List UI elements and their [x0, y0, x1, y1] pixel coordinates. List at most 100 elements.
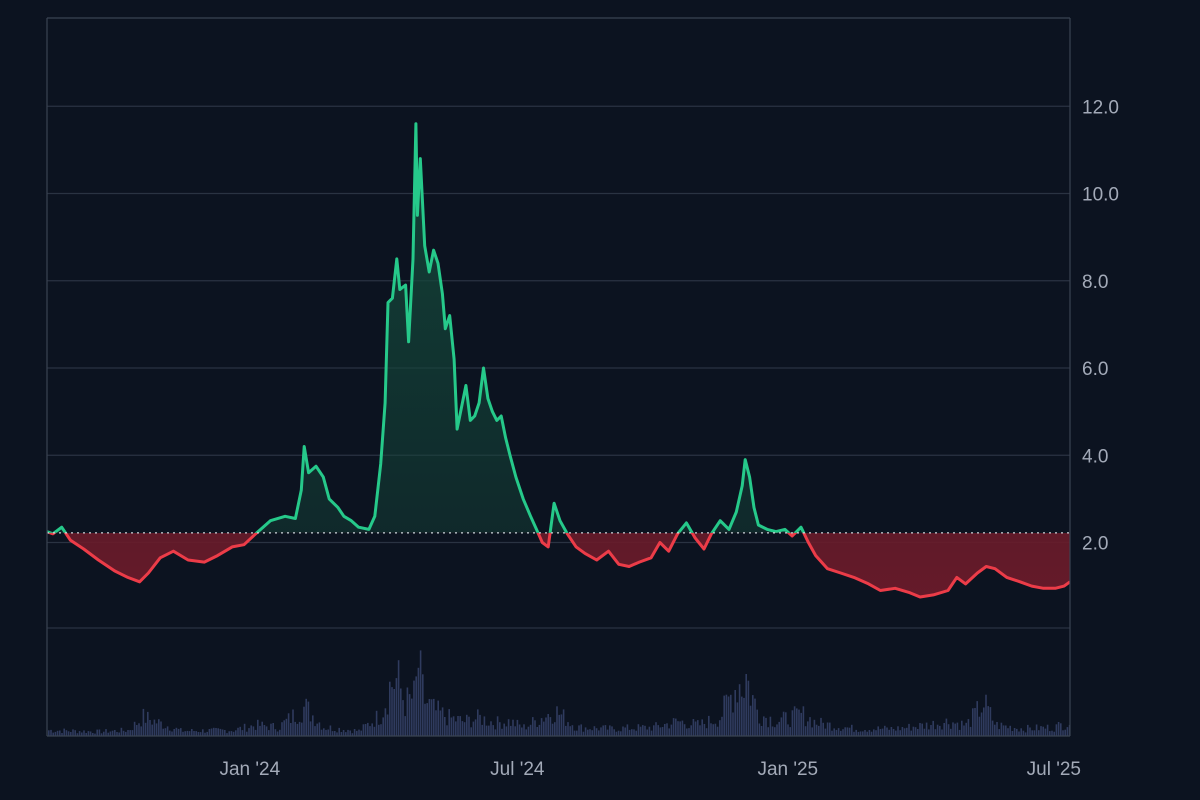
volume-bar: [228, 731, 230, 736]
volume-bar: [633, 729, 635, 736]
volume-bar: [736, 702, 739, 736]
volume-bar: [732, 712, 734, 736]
volume-bar: [648, 726, 651, 736]
volume-bar: [540, 718, 543, 736]
volume-bar: [353, 729, 356, 736]
volume-bar: [162, 728, 164, 736]
volume-bar: [688, 728, 690, 736]
volume-bar: [611, 726, 613, 736]
volume-bar: [714, 723, 717, 736]
volume-bar: [263, 725, 266, 736]
volume-bar: [349, 730, 351, 736]
volume-bar: [908, 723, 910, 736]
volume-bar: [158, 719, 160, 736]
volume-bar: [811, 727, 813, 736]
volume-bar: [518, 724, 521, 736]
volume-bar: [719, 720, 721, 736]
volume-bar: [780, 717, 783, 736]
volume-bar: [774, 727, 776, 736]
volume-bar: [694, 721, 697, 736]
volume-bar: [606, 729, 609, 736]
volume-bar: [1049, 731, 1051, 736]
volume-bar: [393, 689, 395, 736]
volume-bar: [919, 723, 921, 736]
volume-bar: [921, 723, 923, 736]
volume-bar: [1035, 724, 1038, 736]
volume-bar: [257, 719, 259, 736]
volume-bar: [802, 706, 805, 736]
volume-bar: [639, 726, 642, 736]
volume-bar: [217, 728, 219, 736]
volume-bar: [1051, 730, 1053, 736]
volume-bar: [169, 730, 171, 736]
volume-bar: [617, 730, 620, 736]
volume-bar: [237, 727, 239, 736]
volume-bar: [389, 681, 391, 736]
volume-bar: [320, 729, 323, 736]
y-tick-label: 8.0: [1082, 272, 1108, 293]
price-line-above: [47, 122, 806, 533]
volume-bar: [265, 726, 268, 736]
volume-bar: [622, 726, 624, 736]
volume-bar: [499, 722, 501, 736]
volume-bar: [166, 726, 169, 736]
volume-bar: [545, 717, 547, 736]
volume-bar: [571, 725, 574, 736]
volume-bar: [809, 717, 811, 736]
volume-bar: [230, 731, 233, 736]
volume-bar: [452, 716, 455, 736]
volume-bar: [342, 730, 345, 736]
volume-bar: [435, 710, 437, 736]
volume-bar: [547, 714, 549, 736]
volume-bar: [472, 721, 475, 736]
volume-bar: [989, 707, 992, 736]
volume-bar: [318, 722, 321, 736]
volume-bar: [1024, 732, 1027, 736]
volume-bar: [980, 712, 983, 736]
volume-bar: [950, 728, 952, 736]
volume-bar: [441, 707, 444, 736]
volume-bar: [325, 729, 327, 736]
volume-bar: [380, 724, 382, 736]
volume-bar: [235, 730, 237, 736]
volume-bar: [340, 732, 343, 736]
volume-bar: [329, 725, 332, 736]
volume-bar: [884, 725, 886, 736]
volume-bar: [840, 730, 842, 736]
volume-bar: [371, 723, 373, 736]
volume-bar: [270, 723, 272, 736]
volume-bar: [182, 731, 184, 736]
volume-bar: [1064, 729, 1066, 736]
volume-bar: [692, 719, 695, 736]
volume-bar: [81, 732, 83, 736]
volume-bar: [925, 722, 928, 736]
volume-bar: [595, 728, 598, 736]
volume-bar: [824, 728, 827, 736]
chart-frame: [46, 17, 1071, 737]
volume-bar: [466, 714, 468, 736]
volume-bar: [936, 724, 939, 736]
volume-bar: [967, 719, 970, 736]
volume-bar: [323, 728, 325, 736]
volume-bar: [756, 709, 758, 736]
volume-bar: [303, 706, 305, 736]
volume-bar: [851, 724, 853, 736]
volume-bar: [131, 730, 134, 736]
volume-bar: [133, 721, 136, 736]
volume-bar: [813, 719, 816, 736]
volume-bar: [488, 725, 490, 736]
volume-bar: [1031, 730, 1033, 736]
volume-bar: [1066, 727, 1069, 736]
volume-bar: [666, 723, 668, 736]
volume-bar: [259, 725, 261, 736]
volume-bar: [507, 719, 510, 736]
volume-bar: [67, 731, 70, 736]
volume-bar: [239, 726, 241, 736]
y-tick-label: 10.0: [1082, 185, 1119, 206]
volume-bar: [877, 726, 879, 736]
volume-bar: [116, 732, 118, 736]
volume-bar: [254, 729, 257, 736]
volume-bar: [461, 721, 464, 736]
volume-bar: [177, 728, 180, 736]
volume-bar: [910, 730, 912, 736]
